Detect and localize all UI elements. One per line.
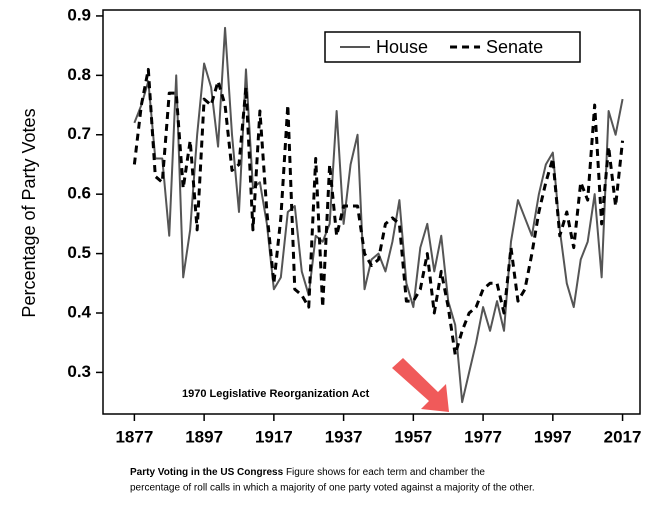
annotation-arrow — [392, 358, 449, 412]
x-tick-label: 1877 — [115, 427, 153, 446]
plot-frame — [102, 9, 641, 415]
legend-label: House — [376, 37, 428, 57]
x-tick-label: 2017 — [604, 427, 642, 446]
y-tick-label: 0.7 — [67, 124, 91, 143]
y-tick-label: 0.9 — [67, 5, 91, 24]
x-tick-label: 1917 — [255, 427, 293, 446]
y-tick-label: 0.6 — [67, 184, 91, 203]
legend-label: Senate — [486, 37, 543, 57]
x-tick-label: 1997 — [534, 427, 572, 446]
caption: Party Voting in the US Congress Figure s… — [130, 467, 485, 478]
x-tick-label: 1977 — [464, 427, 502, 446]
x-tick-label: 1957 — [394, 427, 432, 446]
caption-line: Figure shows for each term and chamber t… — [286, 467, 485, 478]
caption-line: percentage of roll calls in which a majo… — [130, 483, 535, 494]
x-tick-label: 1897 — [185, 427, 223, 446]
x-tick-label: 1937 — [325, 427, 363, 446]
y-tick-label: 0.4 — [67, 302, 91, 321]
series-line — [132, 67, 625, 357]
caption-title: Party Voting in the US Congress — [130, 467, 284, 478]
y-tick-label: 0.8 — [67, 65, 91, 84]
y-axis-label: Percentage of Party Votes — [19, 108, 39, 317]
y-tick-label: 0.5 — [67, 243, 91, 262]
series-line — [133, 26, 624, 404]
y-tick-label: 0.3 — [67, 362, 91, 381]
annotation: 1970 Legislative Reorganization Act — [182, 388, 370, 400]
